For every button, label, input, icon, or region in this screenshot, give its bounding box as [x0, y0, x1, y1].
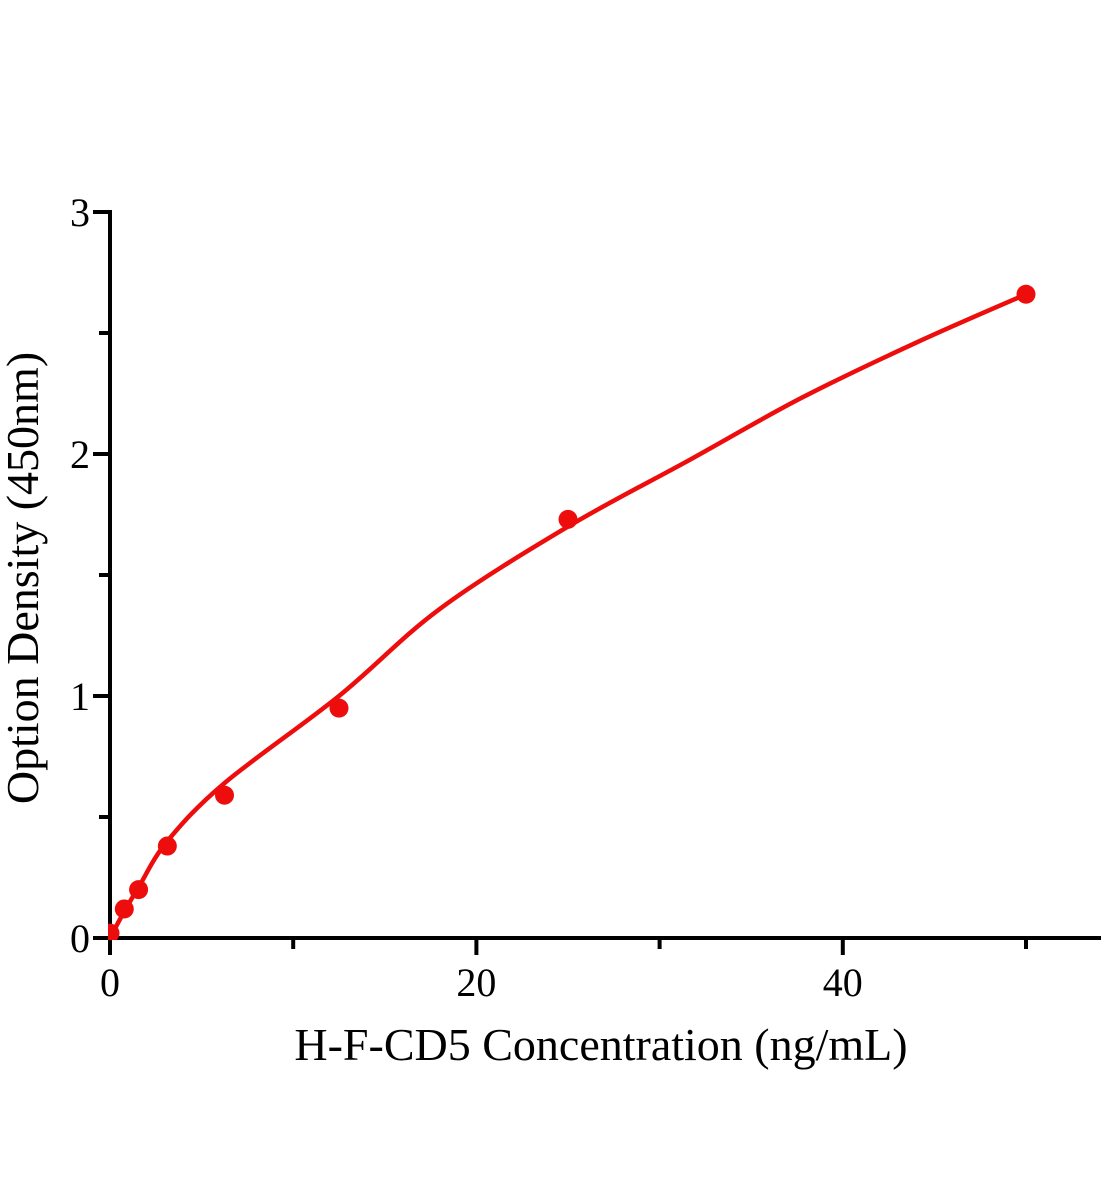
- x-tick-label: 40: [823, 960, 863, 1005]
- x-tick-label: 0: [100, 960, 120, 1005]
- x-axis-title: H-F-CD5 Concentration (ng/mL): [294, 1019, 907, 1070]
- data-point: [129, 880, 149, 900]
- y-tick-label: 1: [70, 674, 90, 719]
- y-axis-title: Option Density (450nm): [0, 352, 48, 804]
- data-points: [108, 284, 1036, 940]
- y-tick-label: 2: [70, 432, 90, 477]
- y-tick-label: 0: [70, 916, 90, 961]
- y-tick-label: 3: [70, 190, 90, 235]
- data-point: [108, 923, 120, 940]
- axis-ticks: [93, 210, 1028, 955]
- data-point: [114, 899, 134, 919]
- data-point: [157, 836, 177, 856]
- data-point: [1016, 284, 1036, 304]
- fit-curve-line: [107, 292, 1029, 941]
- axes: [108, 210, 1101, 940]
- x-tick-label: 20: [456, 960, 496, 1005]
- data-point: [329, 698, 349, 718]
- axis-tick-labels: 0 1 2 3 0 20 40: [70, 190, 863, 1005]
- data-point: [215, 785, 234, 805]
- data-point: [558, 509, 578, 529]
